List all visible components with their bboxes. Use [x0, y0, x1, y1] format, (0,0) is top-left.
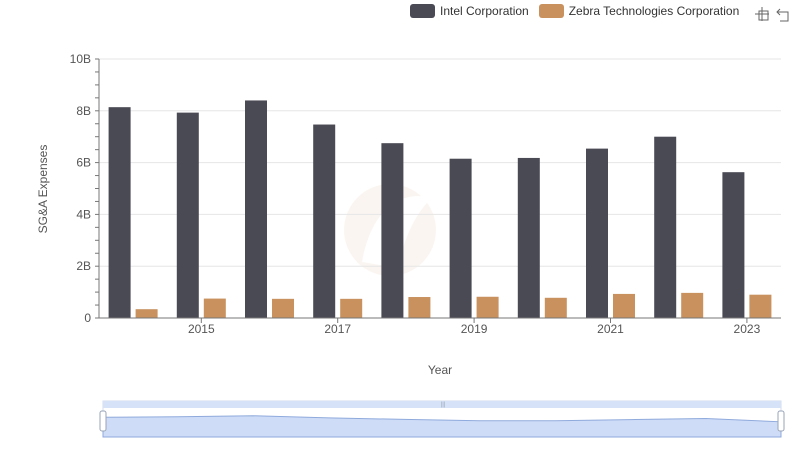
datazoom-slider[interactable]: ||| [99, 400, 785, 438]
legend: Intel Corporation Zebra Technologies Cor… [410, 4, 749, 18]
datazoom-preview-area [102, 415, 782, 438]
y-axis-title: SG&A Expenses [36, 145, 50, 234]
bar-zebra-2016 [272, 298, 294, 318]
axes-group: 0 2B 4B 6B 8B 10B 2015 2017 2019 2021 2023 [70, 52, 781, 336]
toolbox [748, 6, 792, 22]
x-axis-title: Year [428, 363, 452, 377]
bar-intel-2022 [654, 136, 677, 318]
datazoom-left-handle[interactable] [99, 410, 107, 432]
bar-zebra-2022 [681, 292, 704, 318]
bar-intel-2015 [176, 112, 199, 318]
bars-group [108, 100, 772, 318]
datazoom-grip-icon[interactable]: ||| [441, 402, 446, 408]
bar-zebra-2023 [749, 294, 772, 318]
bar-zebra-2017 [340, 298, 363, 318]
legend-swatch-zebra [538, 4, 564, 18]
x-tick-label: 2021 [597, 322, 624, 336]
x-tick-label: 2015 [188, 322, 215, 336]
bar-intel-2019 [449, 158, 472, 318]
x-tick-label: 2023 [734, 322, 761, 336]
bar-intel-2016 [245, 100, 267, 318]
zoom-icon[interactable] [754, 6, 770, 22]
legend-swatch-intel [410, 4, 435, 18]
bar-zebra-2015 [203, 298, 226, 318]
legend-item-intel[interactable]: Intel Corporation [410, 4, 529, 18]
y-tick-label: 6B [76, 156, 91, 170]
y-tick-label: 4B [76, 207, 91, 221]
bar-intel-2018 [381, 143, 404, 318]
grid-lines [99, 58, 781, 267]
legend-label-zebra: Zebra Technologies Corporation [568, 4, 740, 18]
y-tick-label: 10B [70, 52, 91, 66]
y-tick-label: 8B [76, 104, 91, 118]
bar-intel-2021 [586, 148, 608, 318]
legend-label-intel: Intel Corporation [440, 4, 529, 18]
restore-icon[interactable] [776, 6, 792, 22]
datazoom-top-bar[interactable] [103, 401, 781, 408]
bar-intel-2020 [517, 157, 540, 318]
bar-intel-2023 [722, 172, 745, 318]
x-tick-label: 2017 [324, 322, 351, 336]
bar-intel-2017 [313, 124, 336, 318]
bar-intel-2014 [108, 107, 131, 318]
y-tick-label: 2B [76, 259, 91, 273]
y-tick-label: 0 [84, 311, 91, 325]
bar-zebra-2018 [408, 297, 431, 318]
x-tick-label: 2019 [461, 322, 488, 336]
bar-zebra-2019 [476, 296, 499, 318]
legend-item-zebra[interactable]: Zebra Technologies Corporation [538, 4, 740, 18]
bar-zebra-2014 [135, 309, 158, 318]
bar-zebra-2021 [613, 293, 635, 318]
datazoom-right-handle[interactable] [777, 410, 785, 432]
bar-zebra-2020 [544, 297, 567, 318]
